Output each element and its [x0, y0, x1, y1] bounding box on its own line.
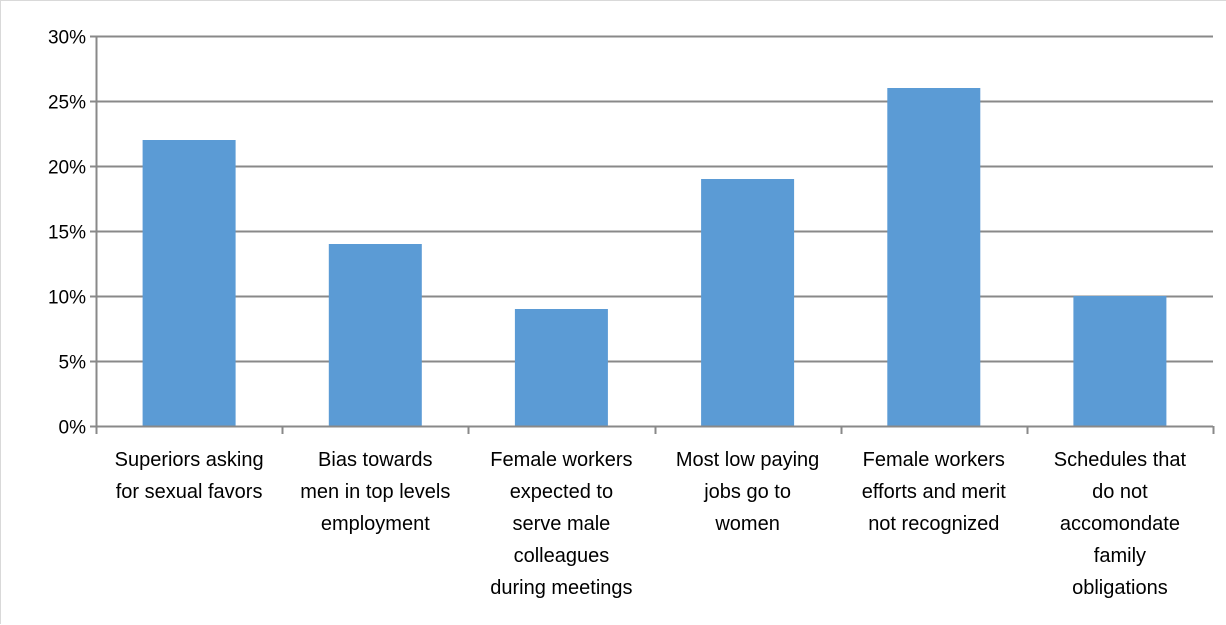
x-category-label: Most low paying jobs go to women [676, 449, 819, 535]
bars [142, 88, 1167, 426]
axes [90, 35, 1215, 434]
x-category-label-line: Schedules that [1054, 449, 1187, 471]
x-category-labels: Superiors asking for sexual favors Bias to… [115, 449, 1187, 599]
y-tick-label: 25% [48, 93, 86, 114]
x-category-label-line: expected to [510, 481, 613, 503]
x-category-label-line: during meetings [490, 577, 632, 599]
y-tick-label: 30% [48, 28, 86, 49]
y-tick-label: 0% [59, 418, 87, 439]
x-category-label-line: jobs go to [703, 481, 791, 503]
bar [887, 88, 981, 426]
x-category-label-line: employment [321, 513, 430, 535]
x-category-label-line: Female workers [863, 449, 1005, 471]
bar [328, 244, 422, 426]
x-category-label-line: Female workers [490, 449, 632, 471]
x-category-label: Superiors asking for sexual favors [115, 449, 264, 503]
bar [1073, 296, 1167, 426]
gridlines [96, 35, 1213, 363]
x-category-label: Schedules that do not accomondate family obl… [1054, 449, 1187, 599]
x-category-label-line: Superiors asking [115, 449, 264, 471]
x-category-label-line: not recognized [868, 513, 999, 535]
x-category-label: Bias towards men in top levels employment [300, 449, 450, 535]
x-category-label-line: accomondate [1060, 513, 1180, 535]
x-category-label-line: men in top levels [300, 481, 450, 503]
x-category-label: Female workers efforts and merit not recog… [862, 449, 1007, 535]
x-category-label-line: colleagues [514, 545, 610, 567]
x-category-label-line: do not [1092, 481, 1148, 503]
bar [701, 179, 795, 426]
bar [142, 140, 236, 426]
x-category-label-line: obligations [1072, 577, 1168, 599]
x-category-label-line: family [1094, 545, 1146, 567]
y-tick-label: 5% [59, 353, 87, 374]
x-category-label-line: serve male [512, 513, 610, 535]
x-category-label-line: Most low paying [676, 449, 819, 471]
x-category-label-line: for sexual favors [116, 481, 263, 503]
x-category-label-line: women [714, 513, 779, 535]
x-category-label-line: Bias towards [318, 449, 433, 471]
y-tick-label: 10% [48, 288, 86, 309]
x-category-label-line: efforts and merit [862, 481, 1007, 503]
bar [514, 309, 608, 426]
y-tick-label: 20% [48, 158, 86, 179]
x-category-label: Female workers expected to serve male colle… [490, 449, 632, 599]
y-tick-labels: 0% 5% 10% 15% 20% 25% 30% [48, 28, 86, 439]
y-tick-label: 15% [48, 223, 86, 244]
